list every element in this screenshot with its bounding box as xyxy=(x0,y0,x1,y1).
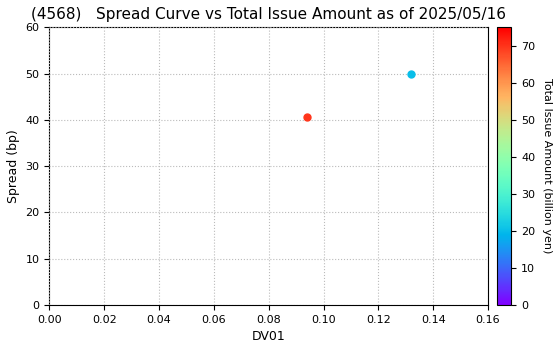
X-axis label: DV01: DV01 xyxy=(252,330,286,343)
Title: (4568)   Spread Curve vs Total Issue Amount as of 2025/05/16: (4568) Spread Curve vs Total Issue Amoun… xyxy=(31,7,506,22)
Y-axis label: Spread (bp): Spread (bp) xyxy=(7,129,20,203)
Point xyxy=(302,115,311,120)
Y-axis label: Total Issue Amount (billion yen): Total Issue Amount (billion yen) xyxy=(542,78,552,254)
Point xyxy=(407,71,416,76)
